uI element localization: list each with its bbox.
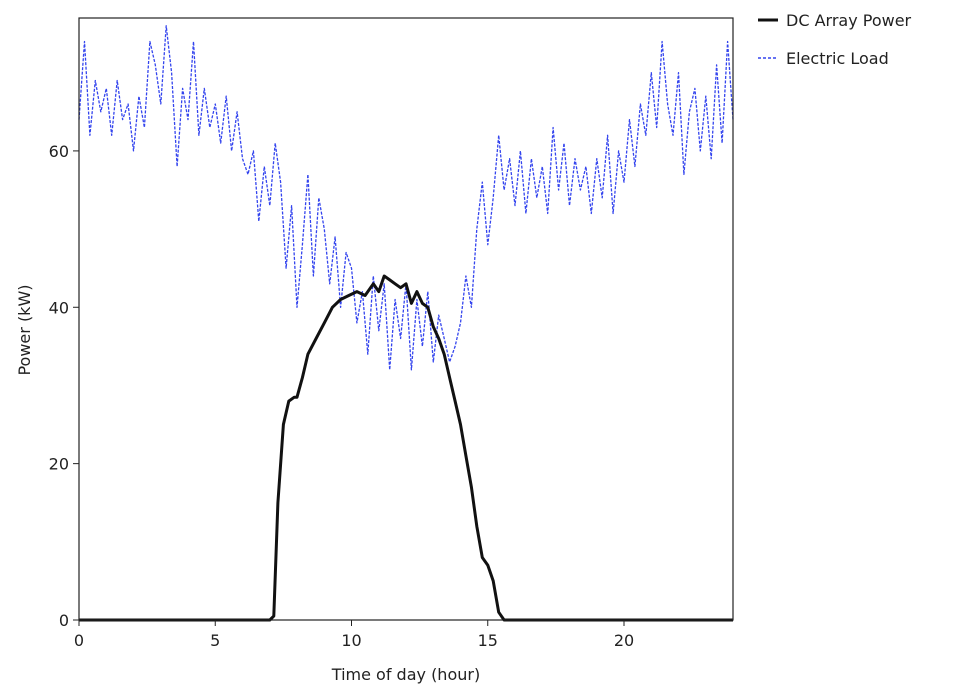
- x-tick-label: 15: [478, 631, 498, 650]
- series-line-dc-array-power: [79, 274, 733, 622]
- y-tick-label: 0: [59, 611, 69, 630]
- y-tick-label: 60: [49, 142, 69, 161]
- plot-area: [78, 25, 734, 622]
- axes: 0 5 10 15 20 0 20 40 60: [49, 17, 734, 650]
- y-tick-label: 20: [49, 455, 69, 474]
- x-tick-label: 20: [614, 631, 634, 650]
- y-tick-label: 40: [49, 298, 69, 317]
- series-line-electric-load: [78, 25, 734, 371]
- x-tick-label: 0: [74, 631, 84, 650]
- legend: DC Array Power Electric Load: [758, 11, 912, 68]
- x-axis-label: Time of day (hour): [331, 665, 480, 684]
- y-axis-label: Power (kW): [15, 284, 34, 375]
- legend-label-dc-array-power: DC Array Power: [786, 11, 912, 30]
- legend-label-electric-load: Electric Load: [786, 49, 889, 68]
- plot-frame: [78, 17, 734, 621]
- x-tick-label: 5: [210, 631, 220, 650]
- x-tick-label: 10: [341, 631, 361, 650]
